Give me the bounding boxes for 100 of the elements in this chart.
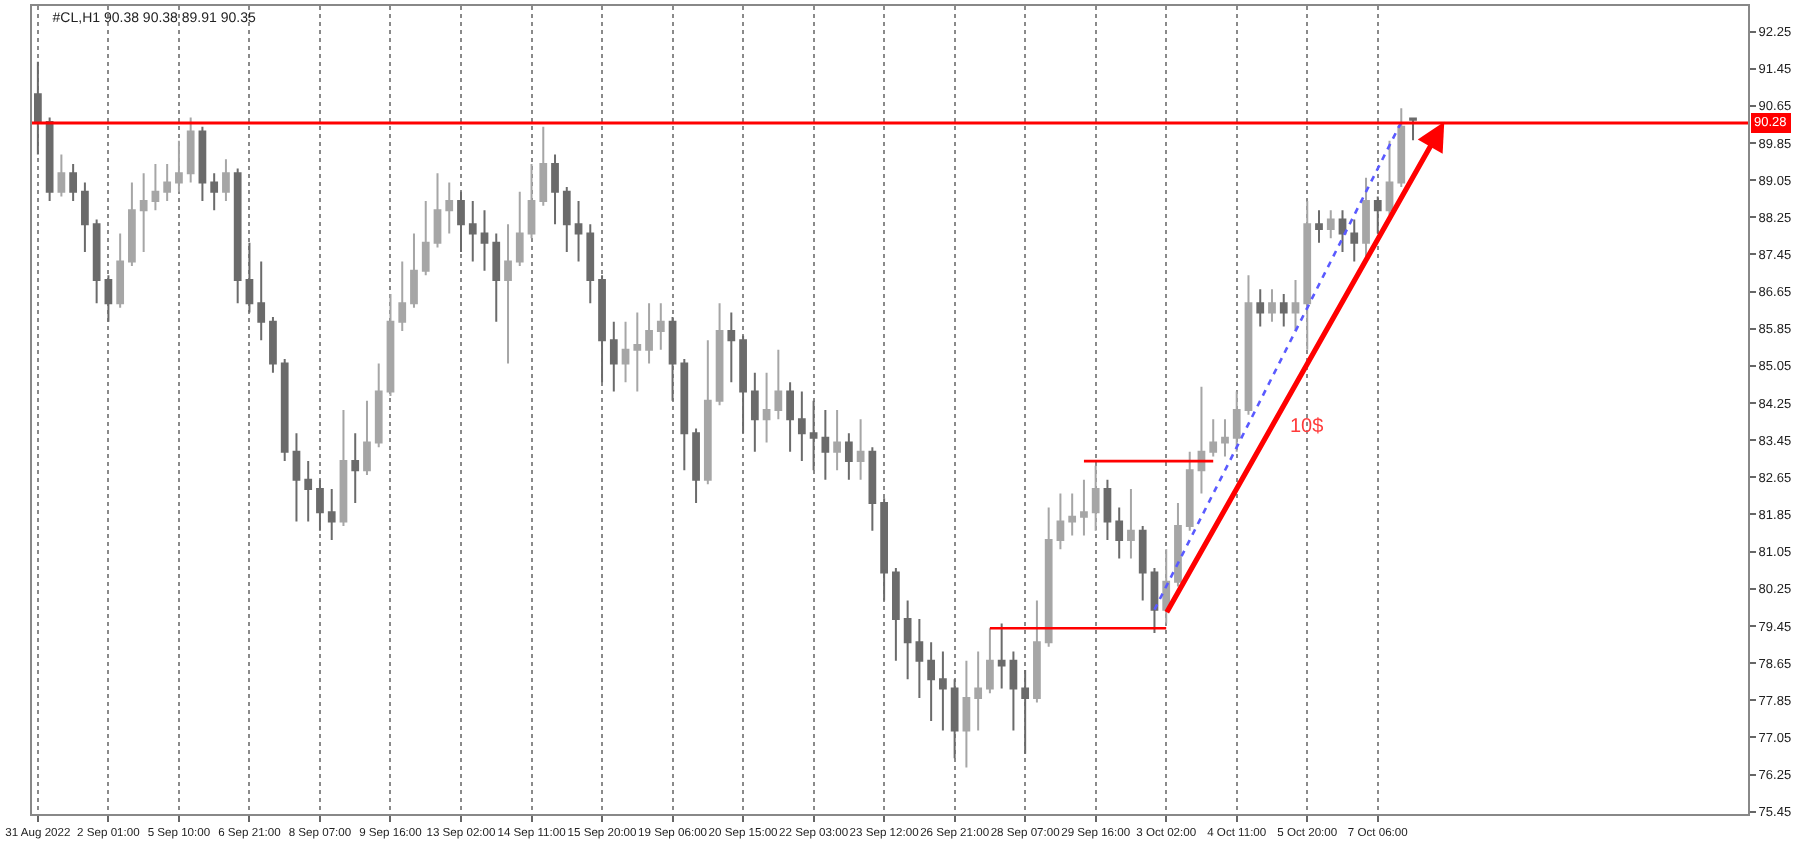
candlestick: [269, 316, 277, 374]
candlestick: [92, 218, 101, 305]
candlestick: [868, 446, 877, 532]
candlestick: [69, 162, 78, 203]
candlestick: [692, 427, 700, 504]
candlestick: [233, 167, 242, 305]
candlestick: [703, 339, 712, 486]
candlestick: [821, 409, 830, 481]
candlestick: [34, 60, 42, 156]
candlestick: [574, 200, 583, 263]
candlestick: [1326, 209, 1335, 240]
candlestick: [421, 200, 430, 277]
candlestick: [774, 348, 783, 421]
candlestick: [374, 362, 383, 449]
candlestick: [433, 172, 442, 249]
candlestick: [139, 172, 148, 254]
candlestick: [856, 418, 865, 481]
candlestick: [1033, 599, 1041, 704]
candlestick: [1091, 464, 1100, 532]
candlestick: [1209, 418, 1218, 458]
candlestick: [1397, 107, 1406, 189]
candlestick: [316, 478, 324, 532]
candlestick: [445, 181, 454, 235]
candlestick: [1350, 218, 1359, 263]
candlestick: [1009, 650, 1018, 732]
candlestick: [950, 678, 959, 760]
candlestick: [668, 316, 677, 402]
candlestick: [492, 232, 501, 323]
candlestick: [515, 190, 524, 268]
candlestick: [1103, 478, 1112, 542]
candlestick: [586, 223, 595, 305]
candlestick: [739, 334, 747, 435]
candlestick: [339, 409, 348, 528]
candlestick: [609, 320, 618, 393]
candlestick: [210, 172, 219, 212]
candlestick: [198, 125, 207, 203]
candlestick: [833, 409, 841, 472]
candlestick: [727, 311, 736, 384]
candlestick: [1338, 209, 1347, 254]
candlestick: [151, 162, 160, 212]
candlestick: [504, 223, 512, 365]
candlestick: [1315, 209, 1323, 244]
candlestick: [1127, 487, 1135, 560]
candlestick: [903, 599, 912, 681]
candlestick: [410, 232, 418, 309]
candlestick: [1056, 492, 1065, 551]
candlestick: [186, 116, 195, 184]
candlestick: [257, 260, 266, 342]
candlestick: [656, 302, 665, 351]
candlestick: [398, 260, 407, 333]
candlestick: [939, 650, 947, 732]
candlestick: [81, 181, 89, 254]
candlestick: [1221, 418, 1229, 458]
candlestick: [1409, 117, 1417, 142]
candlestick: [1021, 669, 1030, 755]
candlestick: [715, 302, 724, 407]
candlestick: [797, 390, 806, 463]
candlestick: [1197, 385, 1206, 495]
candlestick: [1138, 525, 1147, 602]
candlestick: [363, 399, 371, 477]
candlestick: [57, 153, 66, 198]
candlestick: [527, 162, 536, 240]
candlestick: [962, 659, 971, 769]
candlestick: [480, 209, 489, 272]
candlestick: [1174, 501, 1182, 588]
candlestick: [280, 357, 289, 463]
candlestick: [927, 641, 936, 723]
candlestick: [327, 487, 336, 542]
candlestick: [915, 617, 924, 699]
candlestick: [175, 139, 183, 193]
candlestick: [880, 497, 888, 602]
candlestick: [762, 371, 771, 444]
candlestick: [1373, 195, 1382, 235]
annotation: 10$: [1290, 416, 1325, 438]
candlestick: [680, 357, 689, 472]
candlestick: [621, 320, 630, 384]
candlestick: [292, 432, 301, 523]
candlestick: [128, 181, 136, 268]
candlestick: [1256, 288, 1265, 328]
candlestick: [457, 190, 465, 254]
candlestick: [1185, 450, 1194, 532]
candlestick: [598, 274, 606, 384]
candlestick: [1303, 200, 1312, 351]
candlestick: [974, 650, 983, 732]
candlestick: [750, 371, 759, 453]
candlestick: [1080, 478, 1088, 537]
candlestick: [222, 158, 230, 203]
candlestick: [1362, 176, 1370, 258]
candlestick: [1115, 506, 1124, 560]
candlestick: [116, 232, 125, 309]
candlestick: [468, 200, 477, 263]
candlestick: [1268, 288, 1276, 323]
candlestick: [997, 622, 1006, 690]
candlestick: [986, 627, 994, 695]
candlestick: [1291, 278, 1300, 333]
candlestick: [45, 116, 54, 203]
candlestick: [892, 566, 900, 662]
candlestick: [645, 302, 653, 365]
candlestick: [245, 241, 254, 314]
candlestick: [809, 399, 818, 472]
